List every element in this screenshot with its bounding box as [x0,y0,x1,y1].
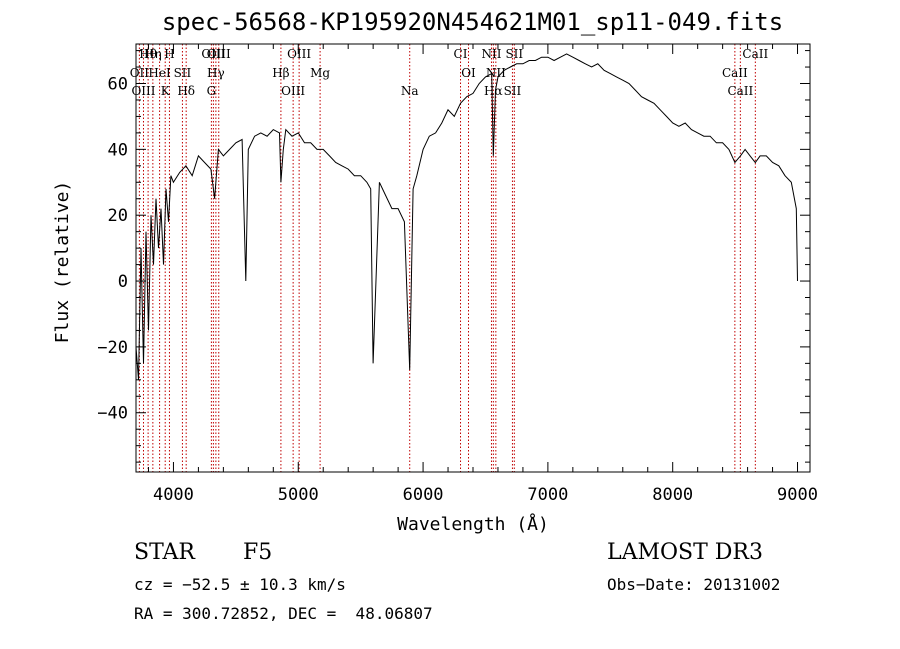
spectral-line-label: OI [461,66,476,80]
x-tick-label: 4000 [153,485,194,505]
object-subclass: F5 [243,540,273,565]
spectral-line-label: SII [505,47,523,61]
x-axis-label: Wavelength (Å) [397,513,549,535]
spectrum-trace [135,53,798,380]
y-tick-label: 40 [108,140,128,160]
observation-date: Obs−Date: 20131002 [607,575,781,594]
spectral-line-label: Hη [144,47,162,61]
spectral-line-label: G [207,84,217,98]
spectral-line-label: OIII [281,84,305,98]
spectral-line-label: OIII [201,47,225,61]
spectral-line-label: SII [174,66,192,80]
spectral-line-label: NII [481,47,501,61]
spectral-line-label: Hγ [207,66,225,80]
spectral-line-label: Mg [310,66,330,80]
axis-ticks: 4000 5000 6000 7000 8000 9000 −40 −20 0 20 40 60 [97,44,818,505]
spectral-line-label: CaII [742,47,768,61]
spectral-line-label: Hδ [177,84,195,98]
object-class: STAR [134,540,195,565]
plot-frame [135,43,811,473]
spectral-line-label: OIII [207,47,231,61]
y-tick-label: 20 [108,206,128,226]
spectral-line-label: H [164,47,174,61]
spectral-line-label: OII [130,66,150,80]
y-tick-label: 0 [118,272,128,292]
spectral-line-label: Hβ [272,66,289,80]
spectral-line-label: OIII [131,84,155,98]
spectral-line-labels: HθOIIOIIIHηHeIKHSIIHδOIIIHγGOIIIHβOIIIOI… [130,47,769,98]
spectral-line-label: K [161,84,171,98]
spectral-line-label: CaII [722,66,748,80]
spectral-lines-layer [138,44,756,472]
spectral-line-label: CI [454,47,468,61]
spectral-line-label: Hθ [139,47,157,61]
y-axis-label: Flux (relative) [52,181,73,344]
redshift-velocity: cz = −52.5 ± 10.3 km/s [134,575,346,594]
spectral-line-label: HeI [148,66,171,80]
x-tick-label: 6000 [403,485,444,505]
spectral-line-label: Hα [484,84,503,98]
spectral-line-label: OIII [287,47,311,61]
y-tick-label: −40 [97,404,128,424]
chart-title: spec-56568-KP195920N454621M01_sp11-049.f… [161,8,784,36]
x-tick-label: 5000 [278,485,319,505]
y-tick-label: −20 [97,338,128,358]
spectral-line-label: CaII [727,84,753,98]
coordinates: RA = 300.72852, DEC = 48.06807 [134,604,433,623]
spectral-line-label: Na [401,84,419,98]
x-tick-label: 7000 [527,485,568,505]
spectral-line-label: NII [486,66,506,80]
survey-name: LAMOST DR3 [607,540,763,565]
spectral-line-label: SII [504,84,522,98]
x-tick-label: 9000 [777,485,818,505]
x-tick-label: 8000 [652,485,693,505]
y-tick-label: 60 [108,75,128,95]
